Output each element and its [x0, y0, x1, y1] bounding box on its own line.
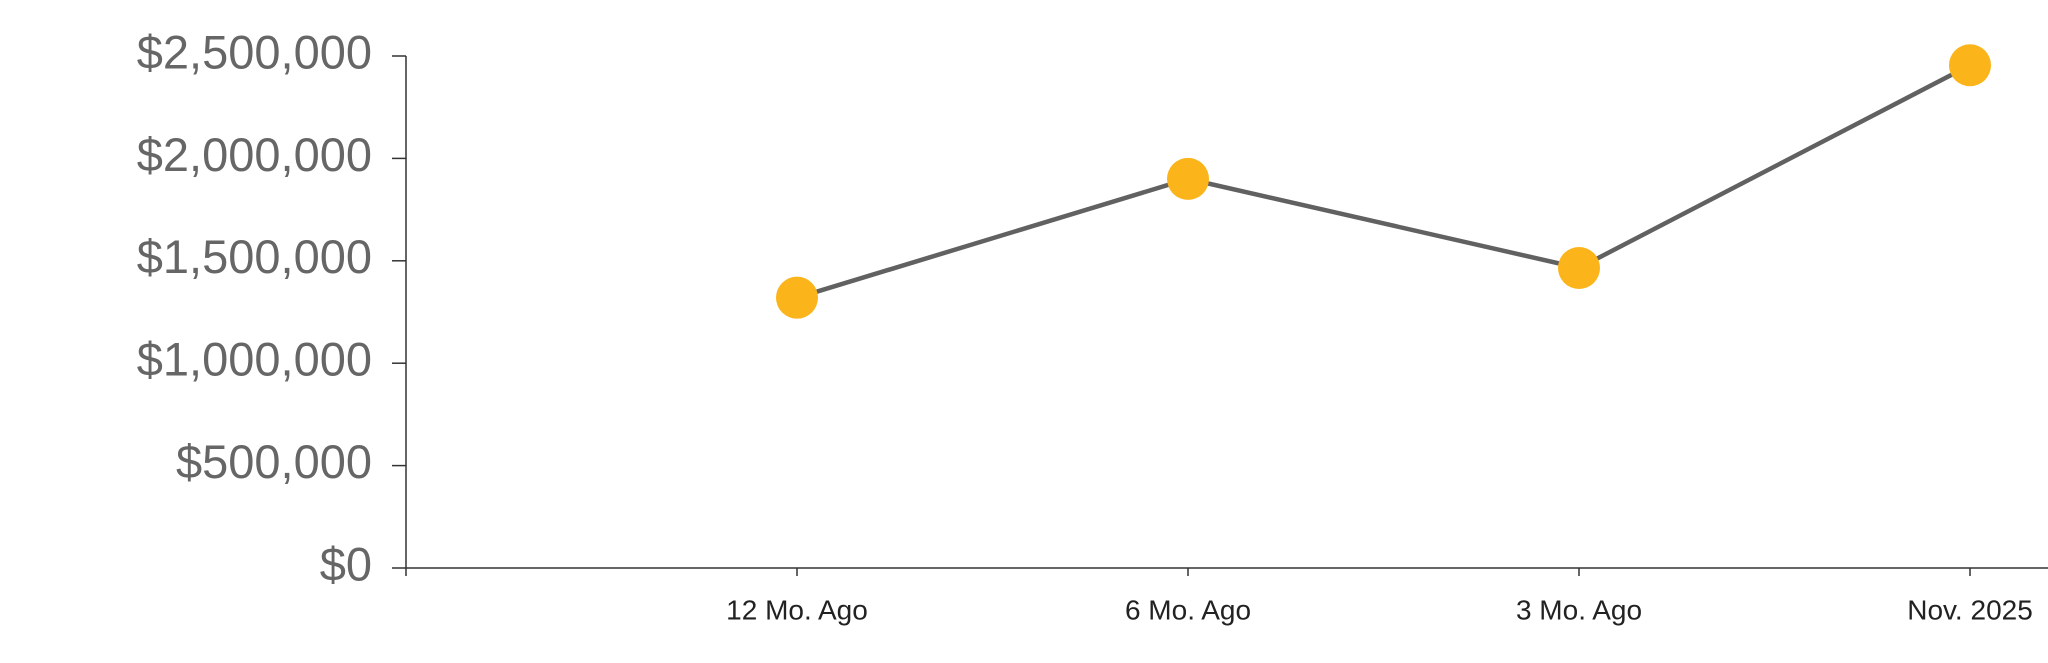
point: [1167, 157, 1209, 200]
y-tick-label: $1,500,000: [137, 230, 372, 283]
y-tick-label: $2,500,000: [137, 25, 372, 78]
x-tick-label: 3 Mo. Ago: [1516, 594, 1642, 625]
x-tick-label: Nov. 2025: [1907, 594, 2033, 625]
point: [1949, 44, 1991, 87]
y-tick-label: $0: [320, 537, 372, 590]
y-tick-label: $2,000,000: [137, 128, 372, 181]
point: [1558, 246, 1600, 289]
point: [776, 276, 818, 319]
y-tick-label: $500,000: [176, 435, 372, 488]
x-tick-label: 12 Mo. Ago: [726, 594, 868, 625]
line: [796, 63, 1972, 300]
y-tick-label: $1,000,000: [137, 333, 372, 386]
x-tick-label: 6 Mo. Ago: [1125, 594, 1251, 625]
